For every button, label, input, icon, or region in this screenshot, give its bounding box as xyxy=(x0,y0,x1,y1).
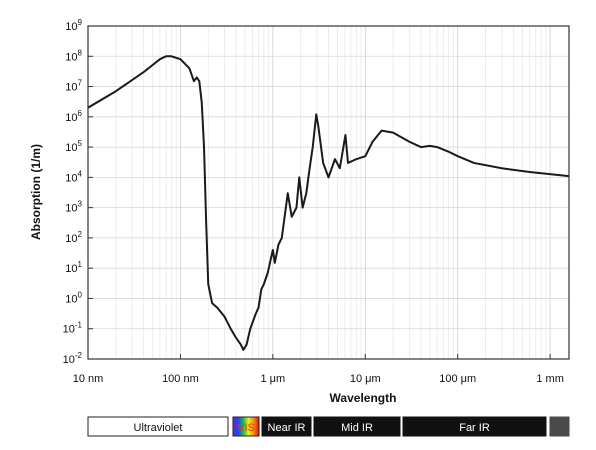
y-tick-label: 103 xyxy=(65,200,82,215)
spectrum-band-label: VIS xyxy=(237,422,255,434)
y-tick-label: 100 xyxy=(65,290,82,305)
y-tick-label: 108 xyxy=(65,48,82,63)
spectrum-band xyxy=(549,416,570,437)
x-tick-label: 100 nm xyxy=(162,373,199,385)
x-tick-label: 1 mm xyxy=(536,373,564,385)
spectrum-band-label: Ultraviolet xyxy=(134,422,183,434)
y-tick-label: 101 xyxy=(65,260,82,275)
x-tick-label: 10 μm xyxy=(350,373,381,385)
y-tick-labels: 10-2 10-1 100 101 102 103 104 105 106 107 108 109 xyxy=(63,18,83,366)
y-axis-title: Absorption (1/m) xyxy=(29,144,43,240)
plot-frame xyxy=(87,25,570,360)
grid-lines xyxy=(87,25,569,360)
y-tick-label: 10-1 xyxy=(63,321,83,336)
x-tick-labels: 10 nm 100 nm 1 μm 10 μm 100 μm 1 mm xyxy=(73,373,564,385)
y-tick-label: 102 xyxy=(65,230,82,245)
spectrum-band xyxy=(402,416,547,437)
y-tick-label: 105 xyxy=(65,139,82,154)
spectrum-band-label: Near IR xyxy=(268,422,306,434)
x-axis-title: Wavelength xyxy=(330,391,397,405)
x-tick-label: 100 μm xyxy=(439,373,476,385)
x-tick-label: 1 μm xyxy=(261,373,286,385)
curve-layer xyxy=(88,55,569,351)
spectrum-band-bar: Ultraviolet VIS Near IR Mid IR Far IR xyxy=(87,416,570,437)
y-tick-label: 10-2 xyxy=(63,351,83,366)
spectrum-band-label: Far IR xyxy=(459,422,490,434)
axis-ticks xyxy=(87,25,551,360)
x-tick-label: 10 nm xyxy=(73,373,104,385)
y-tick-label: 106 xyxy=(65,109,82,124)
absorption-curve xyxy=(88,55,569,351)
y-tick-label: 104 xyxy=(65,169,82,184)
spectrum-band xyxy=(261,416,312,437)
spectrum-band xyxy=(313,416,401,437)
spectrum-band-label: Mid IR xyxy=(341,422,373,434)
spectrum-band xyxy=(232,416,260,437)
y-tick-label: 109 xyxy=(65,18,82,33)
spectrum-band xyxy=(87,416,229,437)
y-tick-label: 107 xyxy=(65,79,82,94)
